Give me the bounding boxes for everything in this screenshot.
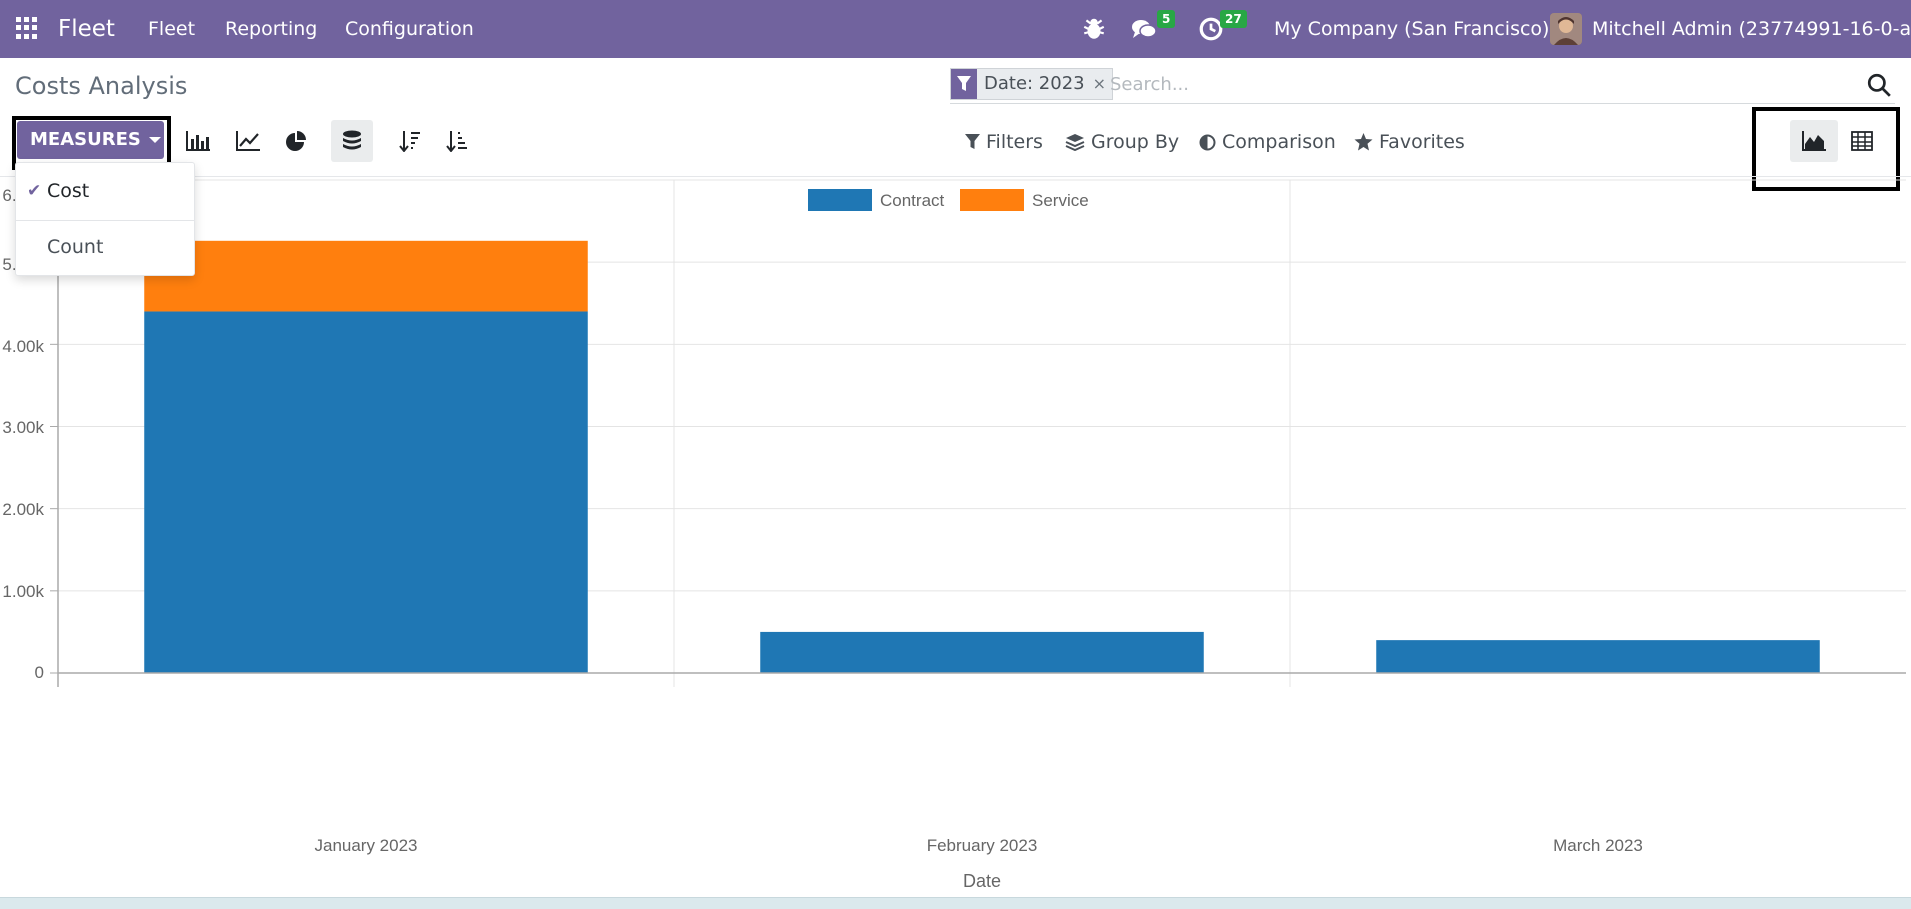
bar-service[interactable] [144, 240, 588, 312]
company-switcher[interactable]: My Company (San Francisco) [1274, 18, 1550, 40]
user-avatar[interactable] [1550, 13, 1582, 45]
legend-swatch-service [960, 189, 1024, 211]
sort-ascending-icon [446, 131, 467, 152]
graph-view-button[interactable] [1790, 120, 1838, 162]
chart-bars [144, 240, 1820, 673]
bar-chart-button[interactable] [177, 120, 219, 162]
control-panel-divider [0, 176, 1911, 177]
pie-chart-icon [286, 131, 306, 151]
line-chart-button[interactable] [227, 120, 269, 162]
y-tick-label: 0 [35, 663, 44, 682]
legend-swatch-contract [808, 189, 872, 211]
menu-fleet[interactable]: Fleet [148, 18, 196, 40]
activities-clock-icon[interactable] [1198, 16, 1224, 42]
layers-icon [1065, 134, 1085, 151]
bar-contract[interactable] [1376, 640, 1820, 673]
y-tick-label: 3.00k [2, 418, 44, 437]
measure-option-label: Count [47, 236, 104, 258]
measure-option-label: Cost [47, 180, 90, 202]
dropdown-divider [16, 220, 194, 221]
page-title[interactable]: Costs Analysis [15, 72, 188, 100]
sort-descending-icon [399, 131, 420, 152]
filter-facet-icon [951, 69, 977, 99]
activities-badge: 27 [1220, 10, 1247, 28]
caret-down-icon [148, 137, 161, 143]
bar-contract[interactable] [144, 311, 588, 673]
chart-legend: Contract Service [808, 189, 1089, 211]
group-by-menu[interactable]: Group By [1065, 128, 1179, 156]
filters-label: Filters [986, 131, 1043, 153]
highlight-frame-view-switcher [1752, 107, 1900, 191]
legend-label-contract: Contract [880, 191, 945, 210]
stacked-icon [343, 130, 361, 150]
checkmark-icon: ✔ [27, 181, 42, 201]
x-tick-label: January 2023 [314, 836, 417, 855]
filters-menu[interactable]: Filters [965, 128, 1043, 156]
bar-chart-icon [186, 131, 210, 151]
legend-label-service: Service [1032, 191, 1089, 210]
search-facet: Date: 2023 × [950, 68, 1114, 100]
sort-descending-button[interactable] [389, 120, 431, 162]
sort-ascending-button[interactable] [436, 120, 478, 162]
search-icon[interactable] [1866, 72, 1892, 98]
cost-chart: Contract Service January 2023 February 2… [2, 179, 1906, 891]
measure-option-count[interactable]: Count [16, 221, 194, 273]
favorites-label: Favorites [1379, 131, 1465, 153]
group-by-label: Group By [1091, 131, 1180, 153]
legend-item-service[interactable]: Service [960, 189, 1089, 211]
menu-configuration[interactable]: Configuration [345, 18, 474, 40]
messages-badge: 5 [1157, 10, 1176, 28]
bottom-scroll-area [0, 897, 1911, 909]
comparison-label: Comparison [1222, 131, 1336, 153]
legend-item-contract[interactable]: Contract [808, 189, 945, 211]
bug-icon[interactable] [1081, 16, 1107, 42]
y-tick-label: 2.00k [2, 500, 44, 519]
x-tick-label: February 2023 [927, 836, 1038, 855]
line-chart-icon [236, 131, 260, 151]
x-axis-labels: January 2023 February 2023 March 2023 [314, 836, 1642, 855]
measure-option-cost[interactable]: ✔ Cost [16, 165, 194, 217]
x-tick-label: March 2023 [1553, 836, 1643, 855]
half-circle-icon [1199, 134, 1216, 150]
facet-remove-icon[interactable]: × [1092, 69, 1113, 99]
menu-reporting[interactable]: Reporting [225, 18, 318, 40]
favorites-menu[interactable]: Favorites [1354, 128, 1465, 156]
top-navbar: Fleet Fleet Reporting Configuration 5 27… [0, 0, 1911, 58]
apps-menu-icon[interactable] [16, 17, 38, 39]
app-brand[interactable]: Fleet [58, 16, 115, 42]
measures-button[interactable]: MEASURES [17, 121, 164, 159]
y-tick-label: 1.00k [2, 582, 44, 601]
pie-chart-button[interactable] [275, 120, 317, 162]
graph-view-icon [1802, 131, 1826, 151]
x-axis-title: Date [963, 871, 1001, 891]
comparison-menu[interactable]: Comparison [1199, 128, 1336, 156]
bar-contract[interactable] [760, 631, 1204, 673]
star-icon [1354, 133, 1373, 151]
pivot-view-icon [1851, 131, 1873, 151]
stacked-button[interactable] [331, 120, 373, 162]
messages-icon[interactable] [1131, 16, 1157, 42]
filter-icon [965, 134, 980, 149]
pivot-view-button[interactable] [1838, 120, 1886, 162]
facet-value: Date: 2023 [977, 69, 1093, 99]
user-menu[interactable]: Mitchell Admin (23774991-16-0-all) [1592, 18, 1911, 40]
y-tick-label: 4.00k [2, 337, 44, 356]
search-bar: Date: 2023 × [950, 68, 1895, 104]
search-input[interactable] [1110, 68, 1810, 100]
measures-label: MEASURES [30, 129, 141, 150]
measures-dropdown: ✔ Cost Count [15, 162, 195, 276]
